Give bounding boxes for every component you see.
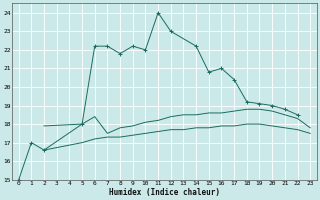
X-axis label: Humidex (Indice chaleur): Humidex (Indice chaleur) <box>109 188 220 197</box>
